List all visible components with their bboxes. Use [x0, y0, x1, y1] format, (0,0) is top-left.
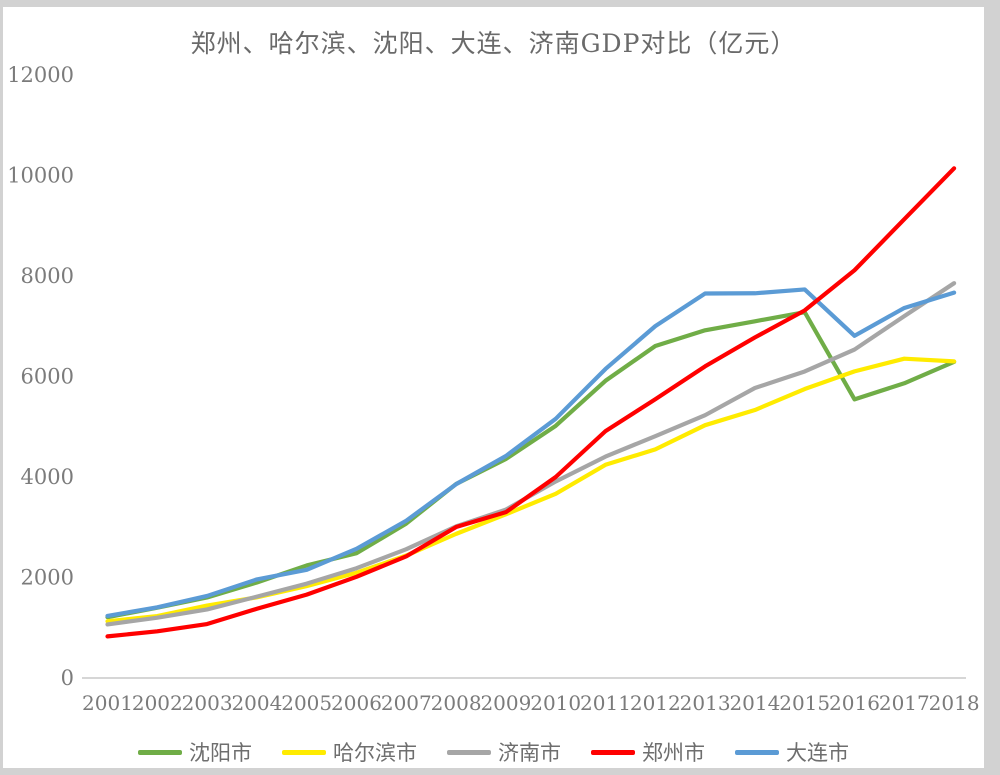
x-axis-tick-label: 2010: [530, 691, 581, 715]
x-axis-tick-label: 2004: [231, 691, 282, 715]
legend-label: 沈阳市: [189, 741, 252, 765]
x-axis-tick-label: 2011: [580, 691, 631, 715]
legend-item-郑州市: 郑州市: [591, 737, 705, 767]
plot-area: 0200040006000800010000120002001200220032…: [7, 63, 980, 715]
legend-item-济南市: 济南市: [447, 737, 561, 767]
series-line-郑州市: [105, 166, 957, 639]
x-axis-tick-label: 2007: [381, 691, 432, 715]
series-line-济南市: [105, 281, 957, 627]
legend-swatch-icon: [735, 749, 779, 755]
x-axis-tick-label: 2018: [929, 691, 980, 715]
x-axis-tick-label: 2009: [480, 691, 531, 715]
x-axis-tick-label: 2016: [829, 691, 880, 715]
x-axis-tick-label: 2002: [132, 691, 183, 715]
legend-swatch-icon: [138, 749, 182, 755]
legend-label: 大连市: [786, 741, 849, 765]
legend-item-沈阳市: 沈阳市: [138, 737, 252, 767]
legend-swatch-icon: [447, 749, 491, 755]
x-axis-tick-label: 2006: [331, 691, 382, 715]
y-axis-tick-label: 10000: [7, 164, 74, 188]
y-axis-tick-label: 2000: [21, 566, 74, 590]
legend-item-大连市: 大连市: [735, 737, 849, 767]
x-axis-tick-label: 2003: [182, 691, 233, 715]
y-axis-tick-label: 0: [61, 666, 74, 690]
series-line-沈阳市: [105, 310, 957, 620]
x-axis-tick-label: 2012: [630, 691, 681, 715]
series-line-哈尔滨市: [105, 356, 957, 624]
x-axis-tick-label: 2017: [879, 691, 930, 715]
legend-swatch-icon: [282, 749, 326, 755]
y-axis-tick-label: 6000: [21, 365, 74, 389]
legend-label: 济南市: [498, 741, 561, 765]
y-axis-tick-label: 4000: [21, 465, 74, 489]
y-axis-tick-label: 8000: [21, 264, 74, 288]
legend-label: 哈尔滨市: [333, 741, 417, 765]
x-axis-tick-label: 2005: [281, 691, 332, 715]
x-axis-tick-label: 2013: [680, 691, 731, 715]
chart-title: 郑州、哈尔滨、沈阳、大连、济南GDP对比（亿元）: [190, 29, 797, 58]
y-axis-tick-label: 12000: [7, 63, 74, 87]
x-axis-tick-label: 2014: [729, 691, 780, 715]
legend-item-哈尔滨市: 哈尔滨市: [282, 737, 417, 767]
legend-swatch-icon: [591, 749, 635, 755]
x-axis-tick-label: 2008: [431, 691, 482, 715]
x-axis-tick-label: 2001: [82, 691, 133, 715]
series-line-大连市: [105, 287, 957, 618]
legend-label: 郑州市: [642, 741, 705, 765]
chart-legend: 沈阳市 哈尔滨市 济南市 郑州市 大连市: [3, 737, 984, 767]
chart-canvas: 郑州、哈尔滨、沈阳、大连、济南GDP对比（亿元） 0 2000 4000 6000 80…: [3, 7, 984, 768]
x-axis-tick-label: 2015: [779, 691, 830, 715]
